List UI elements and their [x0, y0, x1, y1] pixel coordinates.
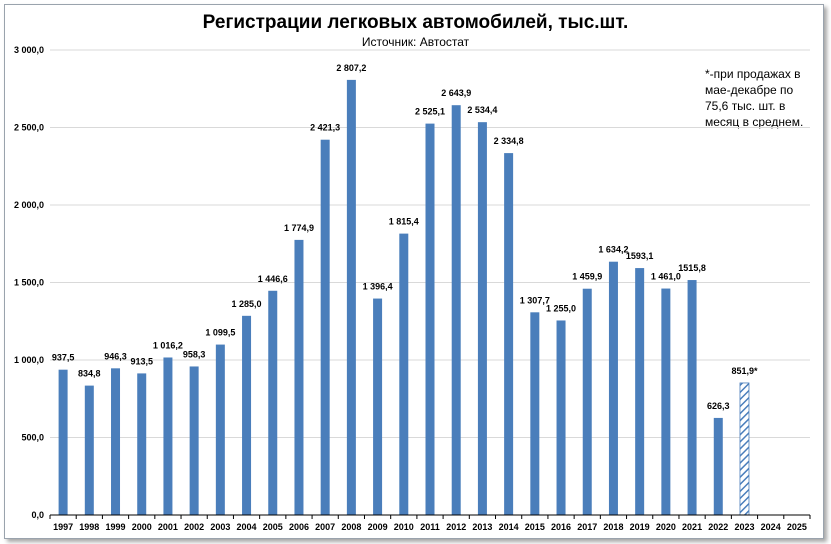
data-label: 2 534,4 — [467, 105, 497, 115]
bar — [189, 366, 199, 515]
bar — [111, 368, 121, 515]
chart-note: *-при продажах в мае-декабре по 75,6 тыс… — [705, 67, 804, 129]
x-tick-label: 2010 — [394, 522, 414, 532]
bar — [399, 233, 409, 515]
data-label: 851,9* — [731, 366, 758, 376]
data-label: 958,3 — [183, 349, 206, 359]
data-label: 1 396,4 — [363, 282, 393, 292]
x-tick-label: 2002 — [184, 522, 204, 532]
y-tick-label: 0,0 — [31, 510, 44, 520]
x-tick-label: 2007 — [315, 522, 335, 532]
x-tick-label: 2015 — [525, 522, 545, 532]
data-label: 1 461,0 — [651, 272, 681, 282]
x-tick-label: 2006 — [289, 522, 309, 532]
axis-layer: 0,0 500,0 1 000,0 1 500,0 2 000,0 2 500,0 3 00… — [14, 45, 811, 532]
x-tick-label: 2024 — [761, 522, 781, 532]
bar — [137, 373, 147, 515]
x-tick-label: 2009 — [368, 522, 388, 532]
bar — [504, 153, 514, 515]
data-label: 1 285,0 — [232, 299, 262, 309]
y-tick-label: 500,0 — [21, 433, 44, 443]
chart-subtitle: Источник: Автостат — [361, 35, 470, 49]
data-label: 1 099,5 — [205, 328, 235, 338]
x-tick-label: 2014 — [499, 522, 519, 532]
y-tick-label: 2 000,0 — [14, 200, 44, 210]
y-tick-label: 1 000,0 — [14, 355, 44, 365]
x-tick-label: 2000 — [132, 522, 152, 532]
data-label: 2 525,1 — [415, 107, 445, 117]
bar — [451, 105, 461, 516]
data-label: 1 307,7 — [520, 295, 550, 305]
data-label: 2 334,8 — [494, 136, 524, 146]
x-tick-label: 2004 — [237, 522, 257, 532]
y-tick-label: 2 500,0 — [14, 123, 44, 133]
x-tick-label: 2005 — [263, 522, 283, 532]
data-label: 2 643,9 — [441, 88, 471, 98]
bar — [268, 290, 278, 515]
x-tick-label: 2003 — [210, 522, 230, 532]
data-label: 1593,1 — [626, 251, 654, 261]
x-tick-label: 2022 — [708, 522, 728, 532]
x-tick-label: 2020 — [656, 522, 676, 532]
data-label: 913,5 — [130, 356, 153, 366]
bar — [608, 261, 618, 515]
bar — [477, 122, 487, 515]
bar — [215, 344, 225, 515]
bar — [425, 123, 435, 515]
bar — [346, 79, 356, 515]
bar — [635, 268, 645, 515]
x-tick-label: 1999 — [106, 522, 126, 532]
bar — [713, 417, 723, 515]
data-label: 1 815,4 — [389, 217, 419, 227]
x-tick-label: 2012 — [446, 522, 466, 532]
data-label: 2 421,3 — [310, 123, 340, 133]
bar — [687, 280, 697, 515]
chart-title: Регистрации легковых автомобилей, тыс.шт… — [202, 12, 629, 33]
bar — [556, 320, 566, 515]
bar — [163, 357, 173, 515]
data-label: 937,5 — [52, 353, 75, 363]
bar — [582, 288, 592, 515]
data-label: 1 255,0 — [546, 303, 576, 313]
data-label: 946,3 — [104, 351, 127, 361]
x-tick-label: 2001 — [158, 522, 178, 532]
bar — [242, 315, 252, 515]
data-label: 626,3 — [707, 401, 730, 411]
x-tick-label: 2008 — [341, 522, 361, 532]
x-tick-label: 2013 — [472, 522, 492, 532]
x-tick-label: 2025 — [787, 522, 807, 532]
x-tick-label: 2018 — [603, 522, 623, 532]
y-tick-label: 1 500,0 — [14, 278, 44, 288]
y-tick-label: 3 000,0 — [14, 45, 44, 55]
bar — [84, 385, 94, 515]
bar — [58, 369, 68, 515]
x-tick-label: 2019 — [630, 522, 650, 532]
bar-forecast — [739, 382, 750, 516]
x-tick-label: 2023 — [734, 522, 754, 532]
x-tick-label: 2021 — [682, 522, 702, 532]
data-label: 2 807,2 — [336, 63, 366, 73]
data-label: 1 774,9 — [284, 223, 314, 233]
x-tick-label: 2017 — [577, 522, 597, 532]
data-label: 1 459,9 — [572, 272, 602, 282]
bar — [320, 139, 330, 516]
x-tick-label: 1997 — [53, 522, 73, 532]
bar — [294, 239, 304, 515]
data-label: 1 016,2 — [153, 340, 183, 350]
data-label: 834,8 — [78, 369, 101, 379]
x-tick-label: 2016 — [551, 522, 571, 532]
data-label: 1515,8 — [678, 263, 706, 273]
x-tick-label: 1998 — [79, 522, 99, 532]
x-tick-label: 2011 — [420, 522, 440, 532]
bar — [661, 288, 671, 515]
data-label: 1 446,6 — [258, 274, 288, 284]
bar — [373, 298, 383, 515]
data-label: 1 634,2 — [598, 245, 628, 255]
bar-layer — [58, 79, 750, 516]
bar — [530, 312, 540, 515]
